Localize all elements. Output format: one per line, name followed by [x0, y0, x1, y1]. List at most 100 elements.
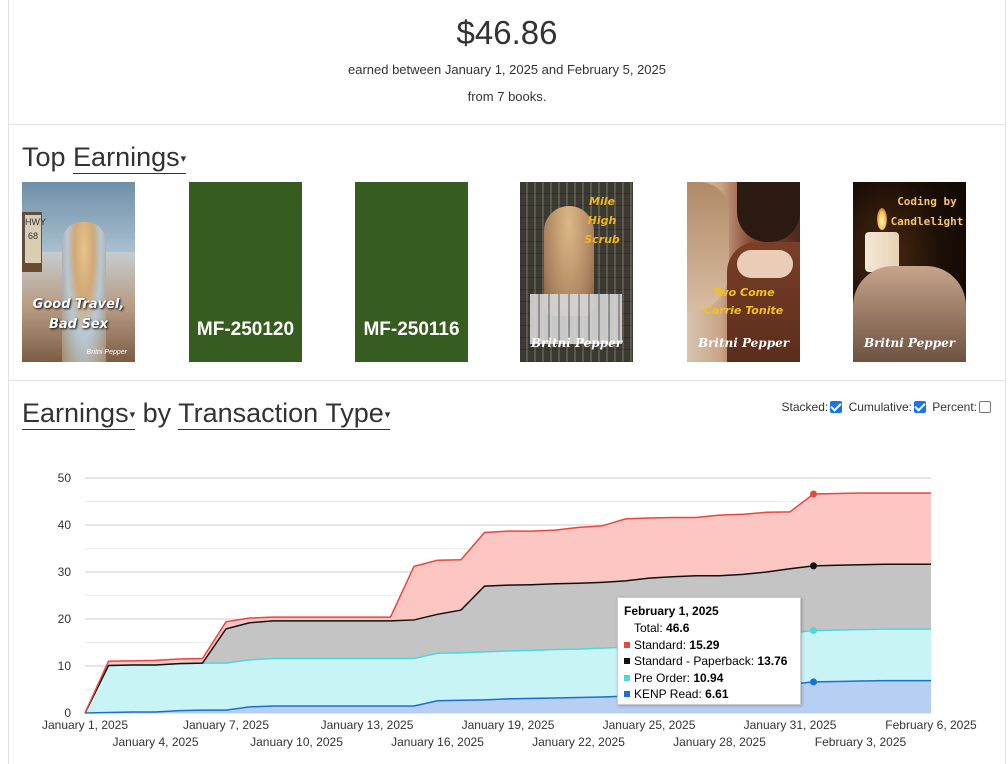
chevron-down-icon: ▾ [180, 153, 187, 166]
cover-title-line2: High [587, 214, 617, 227]
y-tick-label: 50 [58, 471, 72, 485]
candle-icon [865, 232, 899, 272]
tooltip-total: Total: 46.6 [624, 620, 794, 637]
group-by-dropdown-label: Transaction Type [178, 398, 384, 428]
top-earnings-heading: Top Earnings▾ [22, 142, 187, 174]
divider [8, 380, 1006, 381]
frame-border-right [1005, 0, 1006, 764]
book-count-text: from 7 books. [467, 89, 547, 104]
towel-rack [530, 294, 622, 344]
marker-pre-order [810, 627, 817, 635]
woman-face [687, 182, 729, 312]
series-standard-line [84, 492, 931, 714]
cover-title: Coding by Candlelight [889, 192, 965, 232]
chart-heading: Earnings▾ by Transaction Type▾ [22, 398, 391, 430]
book-cover-mf-250120[interactable]: MF-250120 [189, 182, 302, 362]
group-by-dropdown[interactable]: Transaction Type▾ [178, 398, 391, 430]
x-tick-label: January 10, 2025 [250, 735, 343, 749]
x-tick-label: January 19, 2025 [462, 718, 555, 732]
stacked-label: Stacked: [781, 400, 829, 414]
book-cover-two-come-carrie-tonite[interactable]: Two Come Carrie Tonite Britni Pepper [687, 182, 800, 362]
cumulative-checkbox[interactable] [913, 401, 926, 413]
flame-icon [877, 208, 887, 230]
cover-title-line2: Candlelight [890, 215, 964, 228]
tooltip-row-kenp: KENP Read: 6.61 [624, 686, 794, 703]
cover-title-line3: Scrub [584, 233, 620, 246]
book-cover-mf-250116[interactable]: MF-250116 [355, 182, 468, 362]
tooltip-row-standard: Standard: 15.29 [624, 637, 794, 654]
cover-code: MF-250116 [363, 319, 460, 340]
legend-swatch-preorder [624, 674, 630, 681]
frame-border-left [8, 0, 9, 764]
metric-dropdown[interactable]: Earnings▾ [22, 398, 136, 430]
legend-swatch-standard [624, 641, 630, 648]
series-standard-area[interactable] [85, 493, 931, 713]
x-tick-label: January 31, 2025 [744, 718, 837, 732]
book-cover-coding-by-candlelight[interactable]: Coding by Candlelight Britni Pepper [853, 182, 966, 362]
tooltip-label: KENP Read: [634, 687, 702, 701]
stacked-checkbox[interactable] [830, 401, 843, 413]
legend-swatch-paperback [624, 658, 630, 664]
x-tick-label: January 28, 2025 [673, 735, 766, 749]
marker-standard [810, 490, 817, 498]
x-tick-label: January 16, 2025 [391, 735, 484, 749]
cover-title: Good Travel, Bad Sex [22, 295, 135, 335]
x-tick-label: January 1, 2025 [42, 718, 128, 732]
tooltip-value: 10.94 [693, 670, 724, 685]
cover-author: Britni Pepper [863, 336, 956, 350]
cover-title-line1: Two Come [712, 286, 775, 299]
tooltip-date: February 1, 2025 [624, 604, 719, 618]
cover-title-line2: Carrie Tonite [703, 304, 784, 317]
chart-options: Stacked: Cumulative: Percent: [782, 400, 994, 414]
cover-title-line1: Coding by [897, 195, 957, 208]
cover-author: Britni Pepper [697, 336, 790, 350]
x-tick-label: January 13, 2025 [321, 718, 414, 732]
top-metric-dropdown-label: Earnings [73, 142, 180, 172]
top-earnings-prefix: Top [22, 142, 74, 172]
tooltip-value: 13.76 [757, 654, 788, 668]
x-tick-label: February 3, 2025 [815, 735, 907, 749]
y-tick-label: 30 [58, 565, 72, 579]
earnings-area-chart[interactable]: 0 10 20 30 40 50 January 1, 2025 January 7, 20… [0, 460, 1008, 764]
cover-title-line1: Mile [589, 195, 615, 208]
man-head [737, 182, 800, 242]
x-tick-label: January 22, 2025 [532, 735, 625, 749]
percent-checkbox[interactable] [979, 401, 991, 413]
cover-author: Britni Pepper [86, 349, 127, 356]
tooltip-value: 6.61 [705, 687, 729, 701]
top-metric-dropdown[interactable]: Earnings▾ [73, 142, 187, 174]
cumulative-label: Cumulative: [848, 400, 912, 414]
hand [737, 250, 793, 278]
by-text: by [135, 398, 179, 428]
series-standard-paperback-line [84, 563, 931, 714]
cover-title: Mile High Scrub [574, 192, 630, 249]
tooltip-total-value: 46.6 [666, 621, 690, 635]
chevron-down-icon: ▾ [384, 409, 391, 422]
y-tick-label: 20 [58, 612, 72, 626]
road-sign-icon: HWY 68 [24, 214, 46, 264]
chevron-down-icon: ▾ [129, 409, 136, 422]
book-cover-mile-high-scrub[interactable]: Mile High Scrub Britni Pepper [520, 182, 633, 362]
tooltip-total-label: Total: [634, 621, 663, 635]
legend-swatch-kenp [624, 691, 630, 697]
x-tick-label: January 25, 2025 [603, 718, 696, 732]
x-tick-label: January 7, 2025 [183, 718, 269, 732]
cover-title-line1: Good Travel, [32, 297, 125, 312]
marker-kenp [810, 678, 817, 686]
book-cover-good-travel[interactable]: HWY 68 Good Travel, Bad Sex Britni Pepper [22, 182, 135, 362]
chart-tooltip: February 1, 2025 Total: 46.6 Standard: 1… [617, 597, 801, 705]
divider [8, 124, 1006, 125]
cover-title-line2: Bad Sex [48, 317, 109, 332]
y-tick-label: 40 [58, 518, 72, 532]
y-tick-label: 10 [58, 659, 72, 673]
cover-author: Britni Pepper [530, 336, 623, 350]
x-tick-label: January 4, 2025 [112, 735, 198, 749]
percent-label: Percent: [932, 400, 977, 414]
tooltip-row-preorder: Pre Order: 10.94 [624, 670, 794, 687]
marker-paperback [810, 562, 817, 570]
tooltip-value: 15.29 [689, 637, 720, 652]
total-earnings: $46.86 [456, 14, 558, 51]
metric-dropdown-label: Earnings [22, 398, 129, 428]
tooltip-label: Standard: [634, 637, 687, 652]
cover-code: MF-250120 [196, 319, 295, 340]
